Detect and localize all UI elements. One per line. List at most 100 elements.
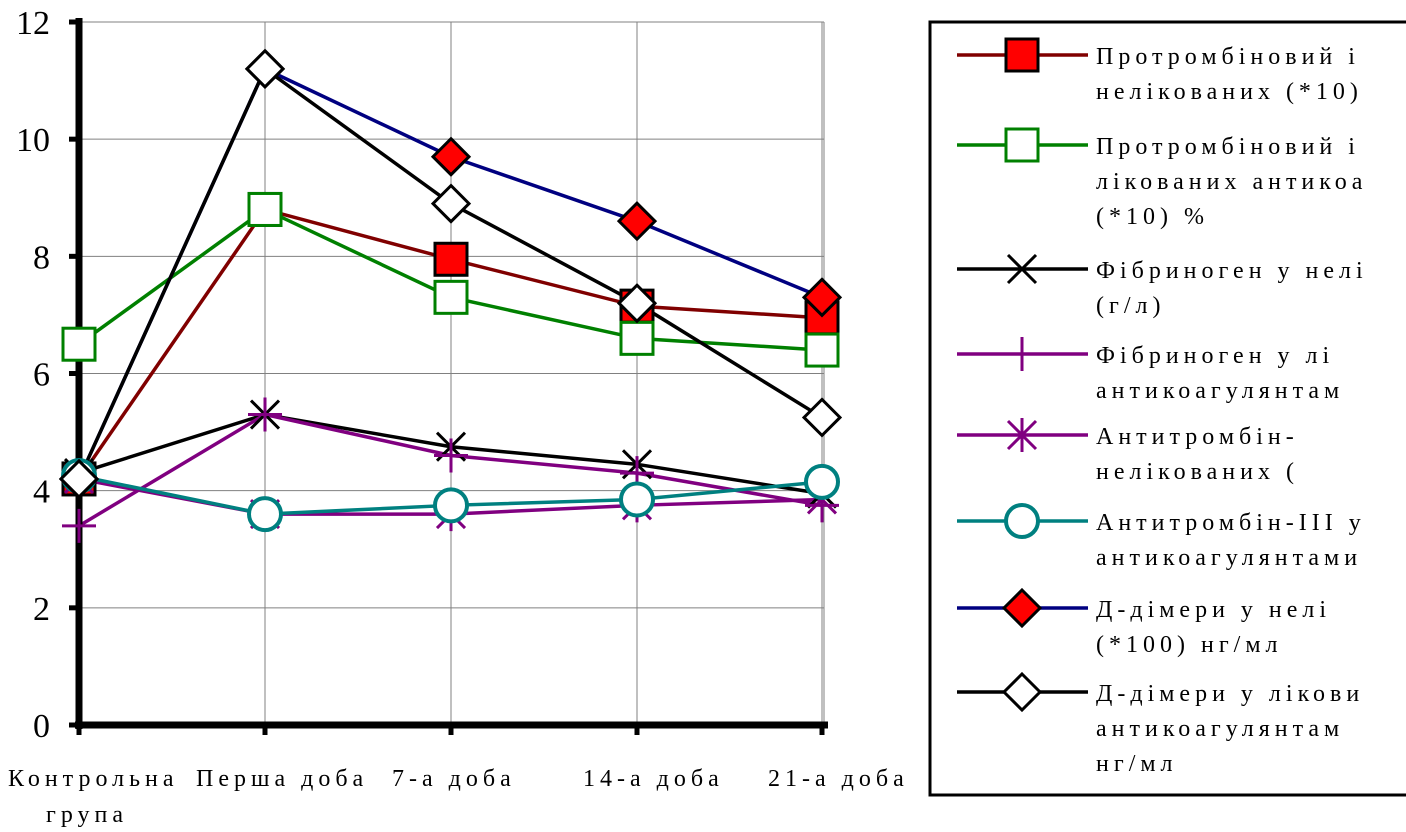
- legend-item: Антитромбін-нелікованих (: [957, 418, 1299, 485]
- marker-shape: [433, 279, 469, 315]
- data-point-s7-0: [58, 458, 100, 500]
- marker-shape: [616, 201, 658, 242]
- legend-label: антикоагулянтам: [1096, 378, 1344, 404]
- x-category-label: група: [46, 802, 128, 828]
- data-point-s1-1: [247, 191, 283, 227]
- legend-marker: [1004, 37, 1040, 73]
- x-category-label: Перша доба: [196, 766, 368, 792]
- legend-marker: [1006, 418, 1038, 452]
- legend-marker: [1004, 503, 1040, 539]
- y-tick-label: 2: [33, 591, 50, 628]
- marker-shape: [433, 487, 469, 524]
- legend-item: Протромбіновий і лікованих антикоа (*10) %: [957, 127, 1367, 230]
- marker-shape: [433, 241, 469, 277]
- y-tick-labels: 0 2 4 6 8 10 12: [16, 5, 50, 745]
- data-point-s6-2: [430, 136, 472, 177]
- legend-label: (г/л): [1096, 293, 1165, 319]
- series-markers: [58, 48, 843, 543]
- marker-shape: [801, 397, 843, 438]
- data-point-s3-2: [434, 438, 468, 473]
- y-tick-label: 10: [16, 122, 50, 159]
- marker-shape: [430, 136, 472, 177]
- legend-item: Д-дімери у лікови антикоагулянтам нг/мл: [957, 671, 1364, 777]
- data-point-s1-4: [804, 332, 840, 368]
- data-point-s7-3: [616, 283, 658, 324]
- legend-label: антикоагулянтам: [1096, 716, 1344, 742]
- legend-label: Антитромбін-: [1096, 424, 1299, 450]
- legend-marker: [1001, 587, 1043, 629]
- gridlines: [79, 21, 825, 725]
- legend-item: Антитромбін-III у антикоагулянтами: [957, 503, 1366, 571]
- marker-shape: [804, 332, 840, 368]
- legend-item: Протромбіновий і нелікованих (*10): [957, 37, 1363, 105]
- data-point-s1-2: [433, 279, 469, 315]
- legend-label: (*10) %: [1096, 204, 1209, 230]
- x-category-label: 21-а доба: [768, 766, 909, 792]
- legend-label: Фібриноген у лі: [1096, 343, 1334, 369]
- data-point-s6-4: [801, 277, 843, 318]
- legend-item: Фібриноген у лі антикоагулянтам: [957, 337, 1344, 404]
- marker-shape: [1004, 503, 1040, 539]
- data-point-s5-1: [247, 496, 283, 533]
- marker-shape: [804, 463, 840, 500]
- marker-shape: [58, 458, 100, 500]
- legend-marker: [1001, 671, 1043, 713]
- legend-label: Д-дімери у нелі: [1096, 597, 1331, 623]
- marker-shape: [619, 481, 655, 518]
- marker-shape: [1006, 418, 1038, 452]
- legend-label: нелікованих (*10): [1096, 79, 1363, 105]
- data-point-s7-4: [801, 397, 843, 438]
- legend-marker: [1005, 337, 1039, 371]
- marker-shape: [430, 183, 472, 224]
- data-point-s3-0: [62, 508, 96, 543]
- legend-item: Фібриноген у нелі (г/л): [957, 253, 1368, 319]
- legend-label: антикоагулянтами: [1096, 545, 1362, 571]
- data-point-s6-3: [616, 201, 658, 242]
- legend-item: Д-дімери у нелі (*100) нг/мл: [957, 587, 1331, 658]
- legend-label: Д-дімери у лікови: [1096, 681, 1364, 707]
- legend-label: (*100) нг/мл: [1096, 632, 1283, 658]
- x-category-label: Контрольна: [8, 766, 179, 792]
- marker-shape: [1004, 127, 1040, 163]
- data-point-s5-4: [804, 463, 840, 500]
- marker-shape: [1004, 37, 1040, 73]
- data-point-s0-2: [433, 241, 469, 277]
- marker-shape: [1001, 671, 1043, 713]
- data-point-s5-2: [433, 487, 469, 524]
- y-tick-label: 4: [33, 474, 50, 511]
- legend-label: Протромбіновий і: [1096, 44, 1360, 70]
- x-category-label: 14-а доба: [583, 766, 724, 792]
- marker-shape: [248, 397, 282, 432]
- marker-shape: [61, 326, 97, 362]
- legend-label: Фібриноген у нелі: [1096, 258, 1368, 284]
- data-point-s1-3: [619, 320, 655, 356]
- data-point-s7-2: [430, 183, 472, 224]
- x-category-label: 7-а доба: [392, 766, 516, 792]
- legend-marker: [1004, 127, 1040, 163]
- legend: Протромбіновий і нелікованих (*10)Протром…: [928, 20, 1406, 797]
- marker-shape: [247, 496, 283, 533]
- legend-label: нг/мл: [1096, 751, 1178, 777]
- marker-shape: [434, 438, 468, 473]
- x-category-labels: Контрольна група Перша доба 7-а доба 14-а до…: [8, 766, 909, 828]
- y-tick-label: 6: [33, 357, 50, 394]
- marker-shape: [247, 191, 283, 227]
- legend-marker: [1006, 253, 1038, 285]
- marker-shape: [62, 508, 96, 543]
- y-tick-label: 12: [16, 5, 50, 42]
- data-point-s5-3: [619, 481, 655, 518]
- y-tick-label: 8: [33, 239, 50, 276]
- marker-shape: [1006, 253, 1038, 285]
- marker-shape: [244, 48, 286, 89]
- marker-shape: [1001, 587, 1043, 629]
- data-point-s3-1: [248, 397, 282, 432]
- axes: [69, 18, 828, 735]
- legend-label: Антитромбін-III у: [1096, 510, 1366, 536]
- legend-label: нелікованих (: [1096, 459, 1299, 485]
- legend-label: лікованих антикоа: [1096, 169, 1367, 195]
- data-point-s1-0: [61, 326, 97, 362]
- data-point-s7-1: [244, 48, 286, 89]
- marker-shape: [1005, 337, 1039, 371]
- marker-shape: [801, 277, 843, 318]
